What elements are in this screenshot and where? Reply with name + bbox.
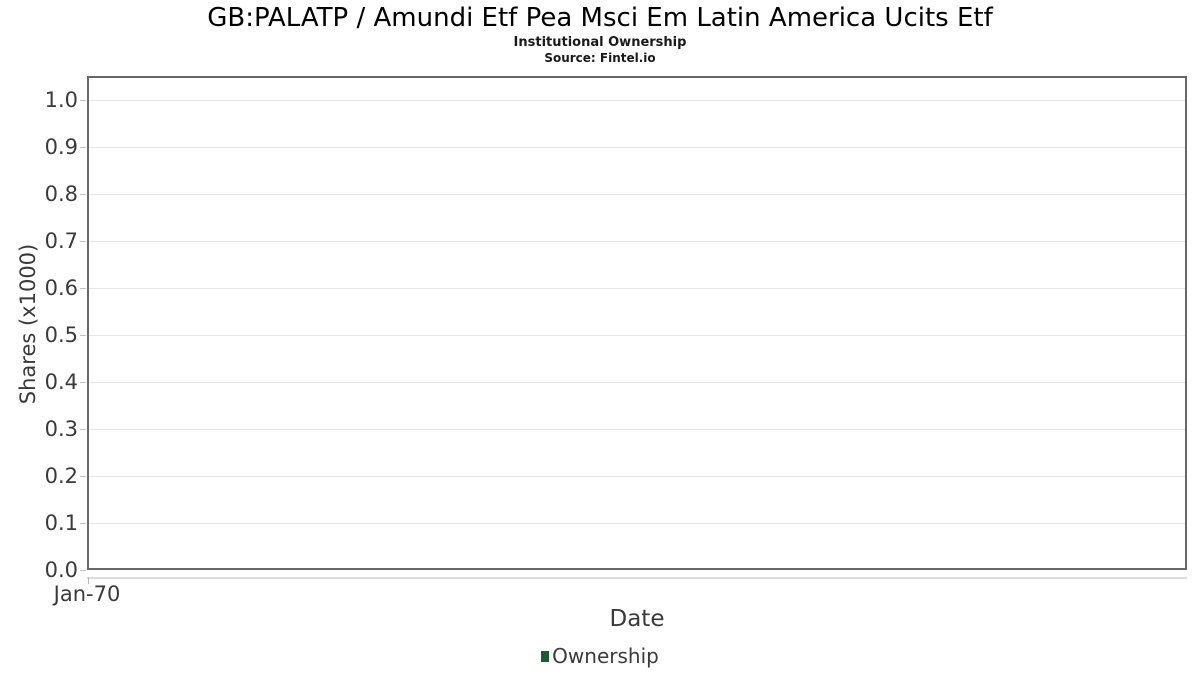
y-axis-tick: [80, 570, 86, 571]
y-axis-tick-label: 0.9: [44, 135, 78, 159]
legend-label: Ownership: [552, 644, 659, 668]
y-axis-tick-label: 0.7: [44, 229, 78, 253]
chart-title: GB:PALATP / Amundi Etf Pea Msci Em Latin…: [207, 3, 993, 33]
gridline: [89, 288, 1185, 289]
x-axis-tick-label: Jan-70: [53, 582, 121, 606]
y-axis-tick-label: 0.6: [44, 276, 78, 300]
y-axis-tick: [80, 241, 86, 242]
y-axis-tick-label: 0.8: [44, 182, 78, 206]
y-axis-tick-label: 1.0: [44, 88, 78, 112]
gridline: [89, 476, 1185, 477]
y-axis-tick-label: 0.0: [44, 558, 78, 582]
y-axis-tick-label: 0.5: [44, 323, 78, 347]
y-axis-tick: [80, 194, 86, 195]
y-axis-tick-label: 0.1: [44, 511, 78, 535]
gridline: [89, 523, 1185, 524]
y-axis-tick: [80, 288, 86, 289]
x-axis-line: [87, 577, 1187, 579]
gridline: [89, 194, 1185, 195]
legend-marker: [541, 650, 550, 662]
y-axis-tick-label: 0.4: [44, 370, 78, 394]
y-axis-tick: [80, 382, 86, 383]
y-axis-tick: [80, 335, 86, 336]
gridline: [89, 335, 1185, 336]
plot-area: [87, 76, 1187, 570]
y-axis-tick: [80, 476, 86, 477]
y-axis-tick: [80, 429, 86, 430]
y-axis-tick: [80, 100, 86, 101]
gridline: [89, 382, 1185, 383]
legend: Ownership: [0, 644, 1200, 668]
chart-subtitle: Institutional Ownership: [513, 35, 687, 50]
y-axis-tick: [80, 523, 86, 524]
legend-item-ownership[interactable]: Ownership: [541, 644, 659, 668]
y-axis-tick-label: 0.2: [44, 464, 78, 488]
gridline: [89, 429, 1185, 430]
x-axis-tick: [88, 577, 89, 584]
gridline: [89, 147, 1185, 148]
y-axis-tick-label: 0.3: [44, 417, 78, 441]
gridline: [89, 100, 1185, 101]
gridline: [89, 241, 1185, 242]
chart-source: Source: Fintel.io: [544, 51, 656, 65]
x-axis-title: Date: [609, 606, 665, 632]
y-axis-tick: [80, 147, 86, 148]
